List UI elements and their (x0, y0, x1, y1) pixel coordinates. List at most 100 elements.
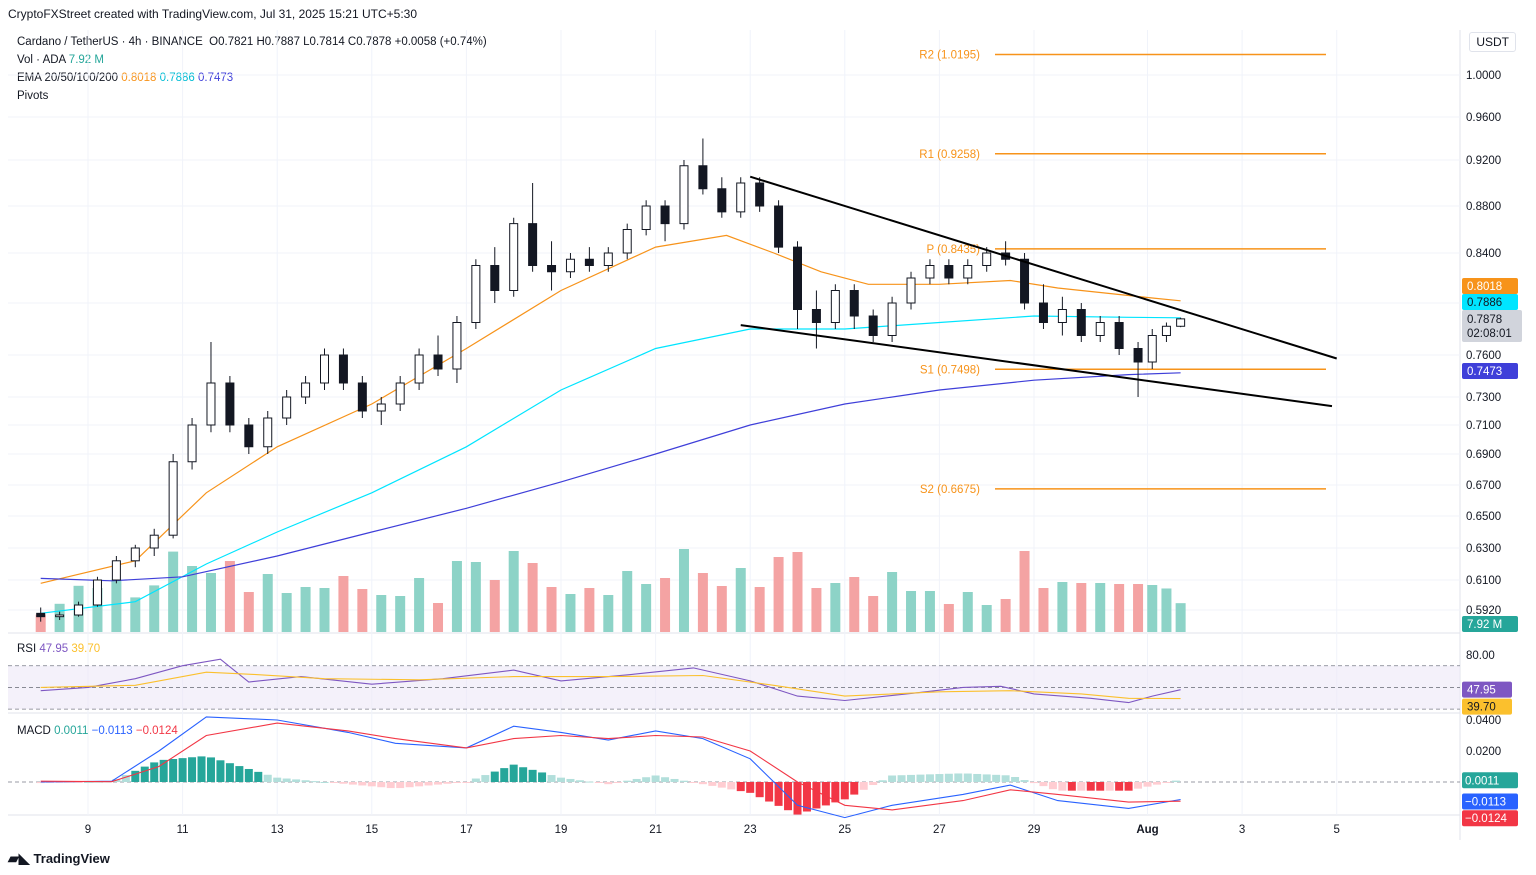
candle-up (414, 354, 424, 384)
macd-histogram-bar (320, 782, 329, 783)
time-tick-label: 19 (555, 824, 568, 836)
macd-histogram-bar (689, 782, 698, 783)
currency-button[interactable]: USDT (1469, 32, 1516, 52)
volume-bar (130, 597, 141, 632)
candle-up (906, 277, 916, 304)
macd-histogram-bar (869, 782, 878, 786)
macd-histogram-bar (367, 782, 376, 787)
volume-bar (603, 595, 614, 632)
macd-histogram-bar (452, 782, 461, 783)
macd-histogram-bar (462, 782, 471, 783)
macd-signal-value: −0.0124 (135, 725, 178, 737)
macd-histogram-bar (197, 756, 206, 782)
pivot-label: P (0.8435) (927, 244, 981, 256)
candle-up (92, 579, 102, 606)
candle-down (584, 258, 594, 266)
macd-histogram-bar (55, 782, 64, 783)
volume-bar (1057, 582, 1068, 632)
time-tick-label: 11 (177, 824, 189, 836)
candle-down (1114, 322, 1124, 349)
macd-label: MACD (17, 725, 51, 737)
macd-histogram-bar (585, 781, 594, 783)
macd-histogram-bar (490, 771, 499, 782)
time-axis[interactable]: 9 11 13 15 17 19 21 23 25 27 29 Aug 3 5 (85, 824, 1340, 836)
macd-histogram-bar (1011, 777, 1020, 782)
price-tick-label: 0.9600 (1466, 112, 1501, 124)
macd-hist-value: 0.0011 (54, 725, 89, 737)
price-tick-label: 0.8400 (1466, 248, 1501, 260)
macd-legend[interactable]: MACD 0.0011 −0.0113 −0.0124 (17, 725, 178, 737)
rsi-badge-bg (1462, 681, 1512, 698)
candle-up (130, 547, 140, 562)
price-badge: 0.8018 (1462, 278, 1518, 294)
macd-histogram-bar (1001, 775, 1010, 782)
ema50-line (40, 315, 1181, 614)
macd-histogram-bar (963, 773, 972, 782)
pivot-label: R1 (0.9258) (919, 149, 980, 161)
volume-bar (830, 583, 841, 632)
candle-up (982, 252, 992, 266)
macd-badge-text: 0.0011 (1465, 775, 1499, 787)
rsi-badge-text: 47.95 (1467, 685, 1496, 697)
candle-up (887, 302, 897, 336)
macd-histogram-bar (424, 782, 433, 786)
macd-histogram-bar (793, 782, 802, 815)
candle-up (187, 424, 197, 463)
macd-histogram-bar (65, 782, 74, 783)
ema200-line (40, 372, 1181, 582)
price-badge-bg (1462, 278, 1518, 294)
tradingview-logo[interactable]: ▰◣ TradingView (8, 850, 110, 867)
time-tick-label: 3 (1239, 824, 1245, 836)
macd-histogram-bar (235, 766, 244, 782)
macd-badge-text: −0.0113 (1465, 797, 1506, 809)
volume-bar (622, 571, 633, 632)
candle-down (755, 182, 765, 207)
price-tick-label: 0.6500 (1466, 511, 1501, 523)
pivot-label: R2 (1.0195) (919, 50, 980, 62)
candle-down (1133, 348, 1143, 363)
macd-histogram-bar (358, 782, 367, 786)
macd-histogram-bar (774, 782, 783, 806)
macd-histogram-bar (1077, 782, 1086, 791)
price-axis[interactable]: 1.00000.96000.92000.88000.84000.80000.76… (1462, 70, 1522, 632)
macd-histogram-bar (755, 782, 764, 798)
candle-down (774, 205, 784, 248)
rsi-legend[interactable]: RSI 47.95 39.70 (17, 643, 100, 655)
volume-bar (906, 591, 917, 632)
macd-histogram-bar (386, 782, 395, 789)
pivots-label[interactable]: Pivots (17, 90, 49, 102)
symbol-label[interactable]: Cardano / TetherUS · 4h · BINANCE (17, 36, 203, 48)
tv-logo-text: TradingView (33, 851, 110, 866)
volume-bar (1095, 583, 1106, 632)
price-tick-label: 1.0000 (1466, 70, 1501, 82)
macd-histogram-bar (982, 774, 991, 782)
macd-histogram-bar (632, 778, 641, 782)
volume-label[interactable]: Vol · ADA (17, 54, 66, 66)
macd-histogram-bar (263, 774, 272, 782)
volume-bar (811, 588, 822, 632)
macd-histogram-bar (1124, 782, 1133, 791)
volume-bar (678, 549, 689, 632)
trendlines[interactable] (740, 175, 1338, 408)
countdown-text: 02:08:01 (1467, 328, 1512, 340)
volume-bar (451, 561, 462, 632)
candle-down (244, 424, 254, 448)
macd-histogram-bar (1171, 780, 1180, 782)
volume-bar (697, 573, 708, 632)
candle-down (1038, 302, 1048, 323)
macd-histogram-bar (216, 760, 225, 782)
macd-histogram-bar (670, 778, 679, 782)
candle-up (471, 265, 481, 323)
macd-histogram-bar (888, 775, 897, 782)
macd-histogram-bar (594, 782, 603, 783)
macd-histogram-bar (1162, 782, 1171, 783)
ohlc-values: O0.7821 H0.7887 L0.7814 C0.7878 (209, 36, 392, 48)
macd-histogram-bar (131, 770, 140, 782)
ema-lines (40, 234, 1181, 614)
macd-histogram-bar (528, 769, 537, 782)
macd-histogram-bar (329, 782, 338, 783)
macd-histogram-bar (1048, 782, 1057, 790)
volume-bar (433, 603, 444, 632)
